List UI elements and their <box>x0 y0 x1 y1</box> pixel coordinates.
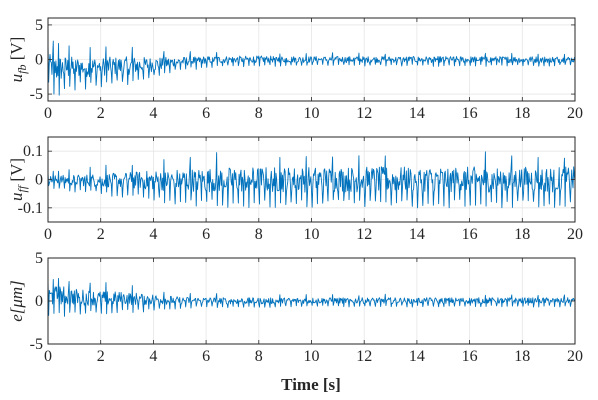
x-tick-label: 0 <box>44 105 52 122</box>
y-tick-label: -5 <box>30 336 43 353</box>
x-tick-label: 10 <box>304 348 320 365</box>
x-tick-label: 10 <box>304 226 320 243</box>
x-tick-label: 8 <box>255 226 263 243</box>
x-tick-label: 2 <box>97 348 105 365</box>
x-tick-label: 0 <box>44 348 52 365</box>
x-tick-label: 8 <box>255 348 263 365</box>
x-tick-label: 14 <box>409 105 425 122</box>
y-tick-label: 0 <box>35 293 43 310</box>
x-tick-label: 18 <box>514 348 530 365</box>
y-tick-label: 5 <box>35 250 43 267</box>
x-tick-label: 10 <box>304 105 320 122</box>
x-tick-label: 4 <box>149 226 157 243</box>
y-axis-label-e: e[μm] <box>7 280 26 322</box>
x-tick-label: 18 <box>514 105 530 122</box>
y-axis-label-uff: uff [V] <box>7 158 29 201</box>
y-axis-label-ufb: ufb [V] <box>7 37 29 83</box>
x-tick-label: 12 <box>356 105 372 122</box>
x-tick-label: 20 <box>567 348 583 365</box>
x-axis-label: Time [s] <box>281 375 341 394</box>
y-tick-label: -5 <box>30 86 43 103</box>
series-line-e <box>47 277 576 317</box>
y-tick-label: 0.1 <box>23 143 43 160</box>
y-tick-label: 5 <box>35 17 43 34</box>
x-tick-label: 2 <box>97 105 105 122</box>
x-tick-label: 20 <box>567 226 583 243</box>
x-tick-label: 2 <box>97 226 105 243</box>
x-tick-label: 12 <box>356 226 372 243</box>
x-tick-label: 16 <box>462 105 478 122</box>
x-tick-label: 6 <box>202 226 210 243</box>
x-tick-label: 6 <box>202 348 210 365</box>
x-tick-label: 4 <box>149 105 157 122</box>
y-tick-label: 0 <box>35 172 43 189</box>
x-tick-label: 20 <box>567 105 583 122</box>
y-tick-label: 0 <box>35 52 43 69</box>
series-line-uff <box>47 151 576 209</box>
series-line-ufb <box>47 40 576 96</box>
y-tick-label: -0.1 <box>18 200 43 217</box>
x-tick-label: 12 <box>356 348 372 365</box>
x-tick-label: 18 <box>514 226 530 243</box>
x-tick-label: 0 <box>44 226 52 243</box>
x-tick-label: 14 <box>409 348 425 365</box>
x-tick-label: 14 <box>409 226 425 243</box>
x-tick-label: 16 <box>462 348 478 365</box>
x-tick-label: 6 <box>202 105 210 122</box>
x-tick-label: 8 <box>255 105 263 122</box>
x-tick-label: 4 <box>149 348 157 365</box>
x-tick-label: 16 <box>462 226 478 243</box>
